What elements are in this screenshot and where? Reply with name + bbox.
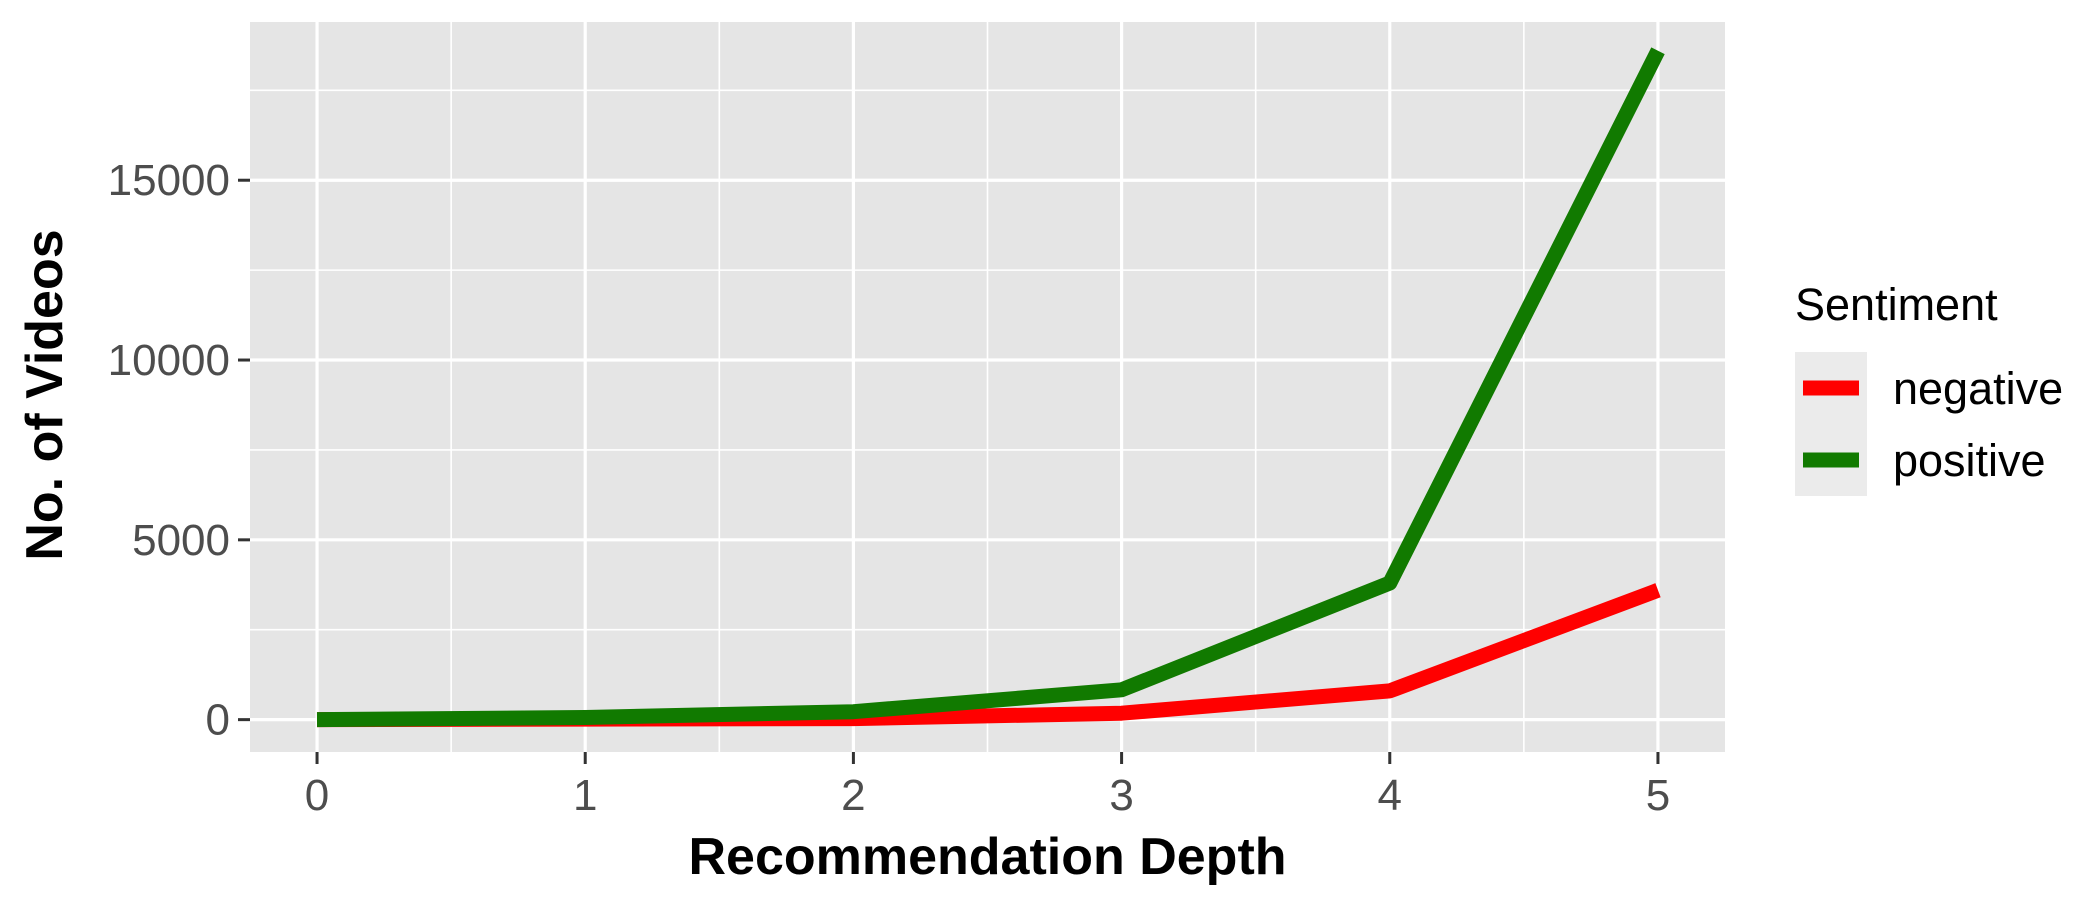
x-tick-label: 3 bbox=[1109, 771, 1133, 820]
legend-title: Sentiment bbox=[1795, 279, 1998, 330]
x-tick-label: 4 bbox=[1378, 771, 1402, 820]
x-axis-title: Recommendation Depth bbox=[688, 828, 1286, 886]
y-axis-title: No. of Videos bbox=[16, 229, 74, 560]
series-lines bbox=[316, 47, 1665, 728]
x-tick-label: 5 bbox=[1646, 771, 1670, 820]
minor-gridlines bbox=[250, 22, 1725, 752]
x-tick-label: 2 bbox=[841, 771, 865, 820]
y-axis: 0 5000 10000 15000 bbox=[108, 156, 250, 745]
y-tick-label: 5000 bbox=[132, 516, 230, 565]
legend-label-positive: positive bbox=[1893, 435, 2046, 486]
x-tick-label: 0 bbox=[305, 771, 329, 820]
series-line-positive bbox=[316, 47, 1665, 728]
y-tick-label: 10000 bbox=[108, 336, 230, 385]
legend: Sentiment negative positive bbox=[1795, 279, 2063, 496]
y-tick-label: 15000 bbox=[108, 156, 230, 205]
legend-label-negative: negative bbox=[1893, 363, 2063, 414]
x-axis: 0 1 2 3 4 5 bbox=[305, 752, 1670, 820]
y-tick-label: 0 bbox=[206, 696, 230, 745]
x-tick-label: 1 bbox=[573, 771, 597, 820]
